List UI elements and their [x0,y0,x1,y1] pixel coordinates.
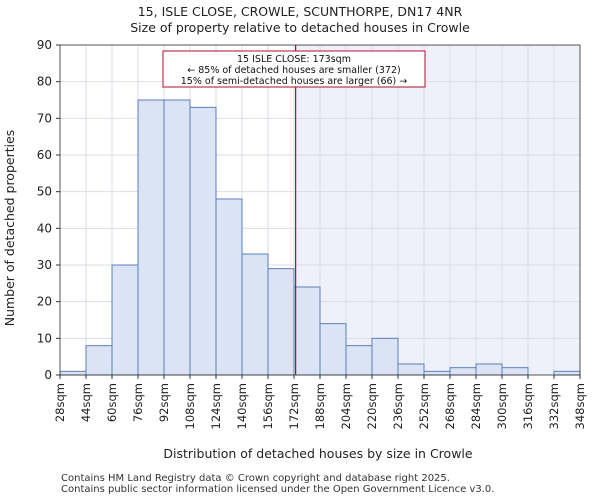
histogram-bar [553,370,581,376]
histogram-bar [267,268,295,376]
x-tick-label: 300sqm [495,383,509,429]
x-tick-label: 140sqm [235,383,249,429]
histogram-bar [397,363,425,376]
y-axis-label: Number of detached properties [2,130,17,327]
x-tick-label: 268sqm [443,383,457,429]
x-tick-label: 60sqm [105,383,119,422]
x-tick-label: 316sqm [521,383,535,429]
x-axis-label: Distribution of detached houses by size … [163,446,473,461]
x-tick-label: 124sqm [209,383,223,429]
histogram-bar [215,198,243,376]
histogram-bar [241,253,269,376]
histogram-bar [345,345,373,376]
x-tick-label: 92sqm [157,383,171,422]
histogram-bar [111,264,139,376]
x-tick-label: 204sqm [339,383,353,429]
footer-licence: Contains public sector information licen… [61,484,495,495]
x-tick-label: 284sqm [469,383,483,429]
histogram-bar [163,99,191,376]
x-tick-label: 108sqm [183,383,197,429]
larger-region-shading [295,45,580,375]
x-tick-label: 252sqm [417,383,431,429]
annotation-smaller: ← 85% of detached houses are smaller (37… [187,65,400,76]
footer-copyright: Contains HM Land Registry data © Crown c… [61,473,450,484]
x-tick-label: 236sqm [391,383,405,429]
histogram-bar [59,370,87,376]
annotation-title: 15 ISLE CLOSE: 173sqm [237,54,351,65]
x-tick-label: 220sqm [365,383,379,429]
y-tick-label: 80 [37,75,52,89]
y-tick-label: 10 [37,331,52,345]
x-tick-label: 332sqm [547,383,561,429]
y-tick-label: 70 [37,111,52,125]
histogram-bar [319,323,347,376]
histogram-bar [293,286,321,376]
x-tick-label: 172sqm [287,383,301,429]
y-tick-label: 40 [37,221,52,235]
histogram-bar [475,363,503,376]
y-tick-label: 20 [37,295,52,309]
histogram-bar [85,345,113,376]
annotation-larger: 15% of semi-detached houses are larger (… [181,76,408,87]
x-tick-label: 76sqm [131,383,145,422]
x-tick-label: 188sqm [313,383,327,429]
y-tick-label: 0 [44,368,52,382]
histogram-bar [189,106,217,376]
y-tick-label: 50 [37,185,52,199]
histogram-bar [371,337,399,376]
y-tick-label: 60 [37,148,52,162]
histogram-bar [449,367,477,376]
histogram-bar [423,370,451,376]
histogram-bar [137,99,165,376]
y-tick-label: 90 [37,38,52,52]
chart-subtitle: Size of property relative to detached ho… [130,20,470,35]
chart-title: 15, ISLE CLOSE, CROWLE, SCUNTHORPE, DN17… [137,4,463,19]
x-tick-label: 156sqm [261,383,275,429]
y-tick-label: 30 [37,258,52,272]
x-tick-label: 348sqm [573,383,587,429]
histogram-bar [501,367,529,376]
x-tick-label: 44sqm [79,383,93,422]
annotation-box [162,50,426,88]
x-tick-label: 28sqm [53,383,67,422]
